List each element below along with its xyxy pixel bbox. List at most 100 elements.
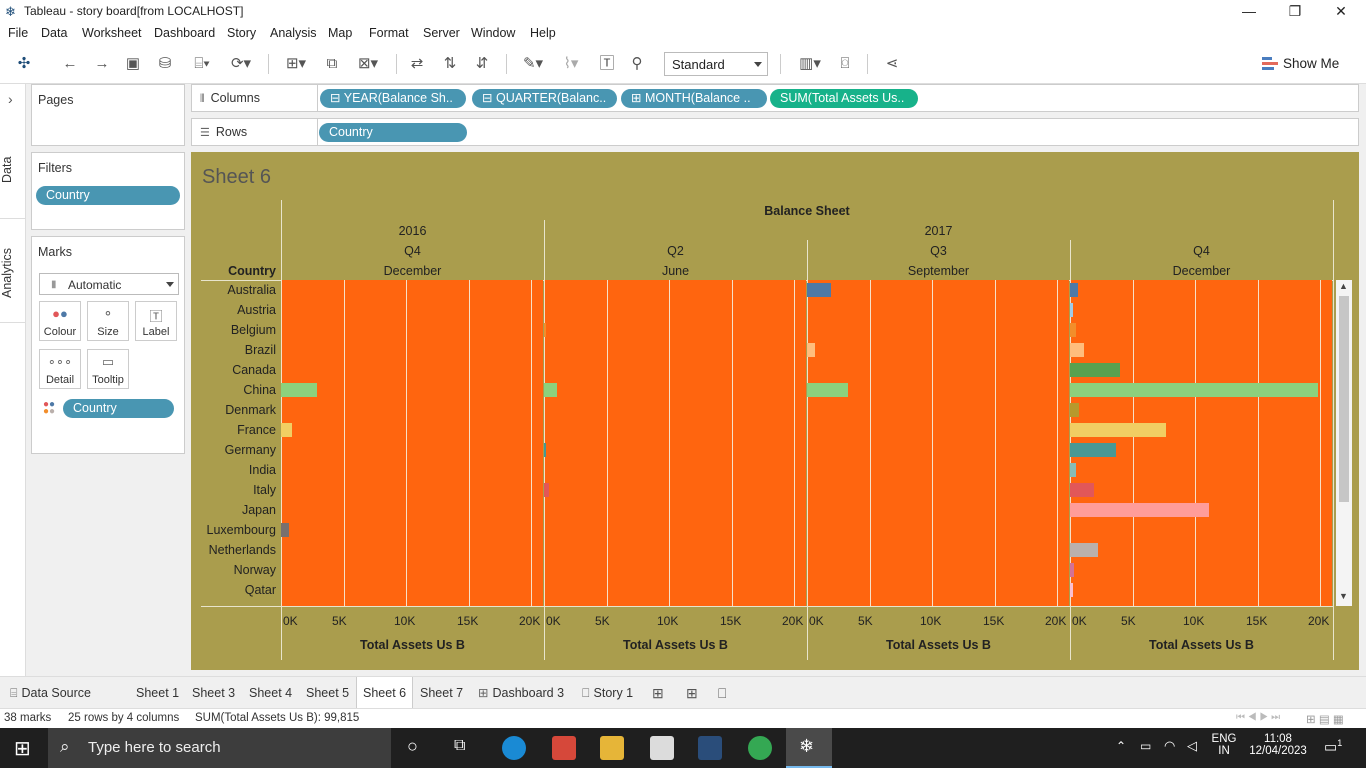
bar[interactable] xyxy=(1070,443,1116,457)
file-explorer-icon[interactable] xyxy=(600,736,624,760)
new-worksheet-tab-icon[interactable]: ⊞ xyxy=(652,685,664,701)
columns-shelf[interactable]: ⫴ Columns ⊟ YEAR(Balance Sh.. ⊟ QUARTER(B… xyxy=(191,84,1359,112)
menu-help[interactable]: Help xyxy=(530,26,556,40)
task-view-icon[interactable]: ⧉ xyxy=(454,737,466,754)
bar[interactable] xyxy=(1070,563,1074,577)
language-indicator[interactable]: ENG IN xyxy=(1211,733,1237,757)
redo-icon[interactable]: → xyxy=(94,55,110,72)
store-icon[interactable] xyxy=(552,736,576,760)
row-label[interactable]: China xyxy=(243,383,276,397)
show-cards-icon[interactable]: ▥▾ xyxy=(799,55,821,72)
bar[interactable] xyxy=(1070,403,1079,417)
bar[interactable] xyxy=(807,283,831,297)
sheet-navigation-icon[interactable]: ⏮ ◀ ▶ ⏭ xyxy=(1236,712,1281,723)
new-worksheet-icon[interactable]: ⊞▾ xyxy=(285,55,307,72)
sort-ascending-icon[interactable]: ⇅ xyxy=(443,55,457,72)
view-toggle-icon[interactable]: ⊞ ▤ ▦ xyxy=(1306,714,1344,726)
rows-shelf[interactable]: ☰ Rows Country xyxy=(191,118,1359,146)
row-label[interactable]: Netherlands xyxy=(208,543,276,557)
pause-updates-icon[interactable]: ⌸▾ xyxy=(194,55,210,72)
duplicate-sheet-icon[interactable]: ⧉ xyxy=(326,55,338,72)
undo-icon[interactable]: ← xyxy=(62,55,78,72)
tab-dashboard-3[interactable]: ⊞ Dashboard 3 xyxy=(472,677,570,709)
bar[interactable] xyxy=(544,483,549,497)
bar[interactable] xyxy=(544,443,546,457)
bar[interactable] xyxy=(807,383,848,397)
row-label[interactable]: India xyxy=(248,463,276,477)
chart-pane[interactable] xyxy=(1070,280,1332,606)
menu-story[interactable]: Story xyxy=(227,26,257,40)
save-icon[interactable]: ▣ xyxy=(125,55,141,72)
tab-sheet-6[interactable]: Sheet 6 xyxy=(356,677,414,709)
expand-pane-icon[interactable]: › xyxy=(8,91,13,107)
swap-rows-columns-icon[interactable]: ⇄ xyxy=(410,55,424,72)
bar[interactable] xyxy=(1070,323,1076,337)
row-label[interactable]: Germany xyxy=(224,443,276,457)
detail-button[interactable]: ∘∘∘ Detail xyxy=(39,349,81,389)
row-label[interactable]: Canada xyxy=(232,363,276,377)
close-button[interactable]: ✕ xyxy=(1335,3,1347,19)
bar[interactable] xyxy=(1070,383,1318,397)
tray-expand-icon[interactable]: ⌃ xyxy=(1116,739,1127,753)
menu-map[interactable]: Map xyxy=(328,26,353,40)
bar[interactable] xyxy=(1070,423,1166,437)
menu-window[interactable]: Window xyxy=(471,26,516,40)
cortana-icon[interactable]: ○ xyxy=(407,736,418,756)
tab-story-1[interactable]: ⎕ Story 1 xyxy=(576,677,639,709)
mysql-workbench-icon[interactable] xyxy=(698,736,722,760)
volume-icon[interactable]: ◁ xyxy=(1187,738,1197,753)
pages-card[interactable]: Pages xyxy=(31,84,185,146)
menu-data[interactable]: Data xyxy=(41,26,68,40)
fit-mode-dropdown[interactable]: Standard xyxy=(664,52,768,76)
bar[interactable] xyxy=(807,343,815,357)
bar[interactable] xyxy=(281,423,292,437)
vertical-scrollbar[interactable]: ▲ ▼ xyxy=(1336,280,1352,606)
row-label[interactable]: Italy xyxy=(253,483,276,497)
row-label[interactable]: Denmark xyxy=(225,403,276,417)
row-label[interactable]: Qatar xyxy=(244,583,276,597)
mark-type-dropdown[interactable]: ▮ Automatic xyxy=(39,273,179,295)
tab-sheet-1[interactable]: Sheet 1 xyxy=(130,677,185,709)
chart-pane[interactable] xyxy=(807,280,1069,606)
row-pill-country[interactable]: Country xyxy=(319,123,467,142)
chart-pane[interactable] xyxy=(544,280,806,606)
row-label[interactable]: France xyxy=(237,423,276,437)
menu-analysis[interactable]: Analysis xyxy=(270,26,317,40)
menu-file[interactable]: File xyxy=(8,26,29,40)
taskbar-search[interactable]: ⌕ Type here to search xyxy=(48,728,391,768)
tab-data-source[interactable]: ⌸ Data Source xyxy=(4,677,97,709)
wifi-icon[interactable]: ◠ xyxy=(1164,738,1176,753)
size-button[interactable]: ⚬ Size xyxy=(87,301,129,341)
scroll-down-icon[interactable]: ▼ xyxy=(1339,591,1348,601)
windows-start-icon[interactable]: ⊞ xyxy=(14,738,31,760)
fix-axes-icon[interactable]: ⚲ xyxy=(631,55,643,72)
row-label[interactable]: Japan xyxy=(241,503,276,517)
scrollbar-thumb[interactable] xyxy=(1339,296,1349,502)
presentation-mode-icon[interactable]: ⌼ xyxy=(840,55,850,72)
tableau-taskbar-button[interactable]: ❄ xyxy=(786,728,832,768)
show-me-button[interactable]: Show Me xyxy=(1262,54,1352,74)
bar[interactable] xyxy=(1070,283,1078,297)
bar[interactable] xyxy=(1070,483,1094,497)
tab-sheet-5[interactable]: Sheet 5 xyxy=(300,677,355,709)
new-story-tab-icon[interactable]: ⎕ xyxy=(718,685,727,701)
chart-pane[interactable] xyxy=(281,280,543,606)
row-label[interactable]: Australia xyxy=(227,283,276,297)
tab-sheet-4[interactable]: Sheet 4 xyxy=(243,677,298,709)
column-pill-month[interactable]: ⊞ MONTH(Balance .. xyxy=(621,89,767,108)
edge-icon[interactable] xyxy=(502,736,526,760)
new-datasource-icon[interactable]: ⛁ xyxy=(158,55,172,72)
bar[interactable] xyxy=(544,383,557,397)
label-button[interactable]: 🅃 Label xyxy=(135,301,177,341)
menu-worksheet[interactable]: Worksheet xyxy=(82,26,142,40)
bar[interactable] xyxy=(1070,363,1120,377)
clear-sheet-icon[interactable]: ⊠▾ xyxy=(357,55,379,72)
scroll-up-icon[interactable]: ▲ xyxy=(1339,281,1348,291)
bar[interactable] xyxy=(544,323,546,337)
bar[interactable] xyxy=(1070,583,1073,597)
restore-button[interactable]: ❐ xyxy=(1288,3,1302,19)
bar[interactable] xyxy=(1070,463,1076,477)
bar[interactable] xyxy=(1070,543,1098,557)
highlight-icon[interactable]: ✎▾ xyxy=(522,55,544,72)
tab-data[interactable]: Data xyxy=(0,156,14,184)
